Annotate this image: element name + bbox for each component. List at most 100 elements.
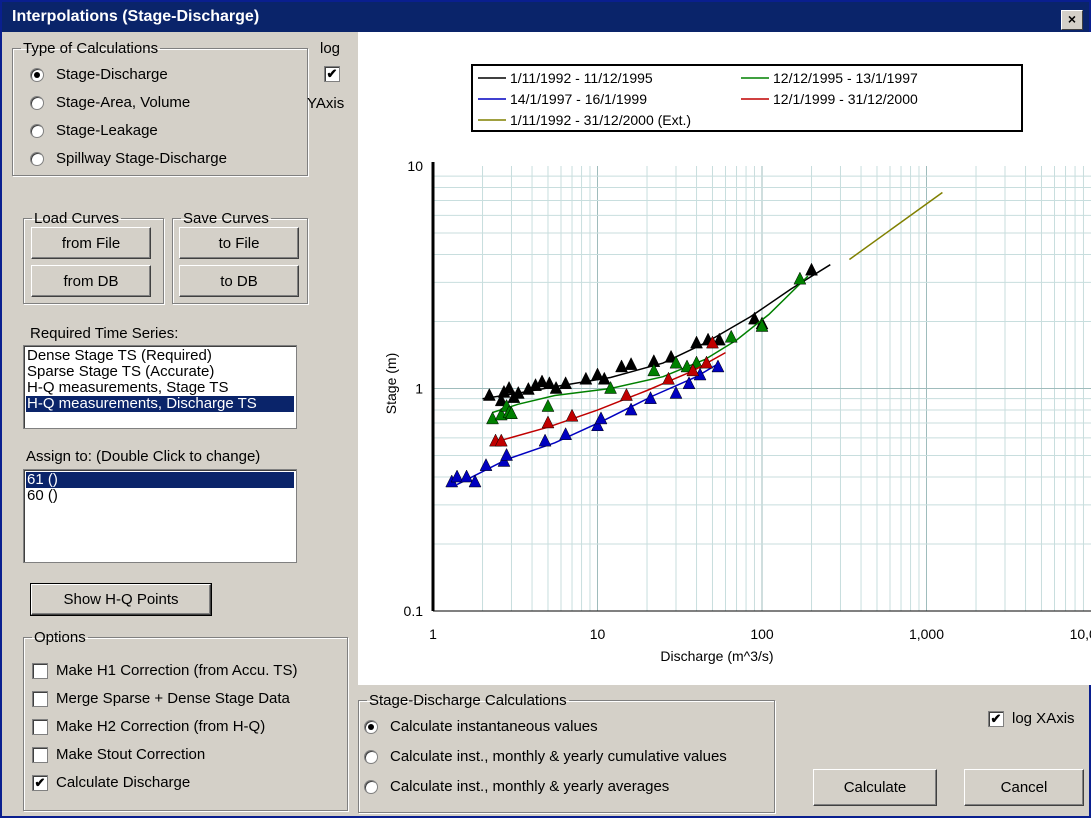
option-checkbox[interactable] <box>32 662 48 679</box>
save-curves-legend: Save Curves <box>183 210 269 227</box>
data-point <box>565 408 579 422</box>
option-checkbox[interactable] <box>32 718 48 735</box>
data-point <box>460 469 473 483</box>
data-point <box>620 387 633 401</box>
log-x-checkbox[interactable]: ✔ <box>988 710 1004 727</box>
sd-calcs-option[interactable]: Calculate instantaneous values <box>364 718 598 735</box>
calc-type-option[interactable]: Stage-Discharge <box>30 66 168 83</box>
radio-button[interactable] <box>30 151 44 166</box>
data-point <box>535 374 549 388</box>
option-row[interactable]: Merge Sparse + Dense Stage Data <box>32 690 290 707</box>
data-point <box>500 447 513 461</box>
data-point <box>686 363 700 377</box>
data-point <box>505 406 518 420</box>
calc-type-option[interactable]: Spillway Stage-Discharge <box>30 150 227 167</box>
radio-button[interactable] <box>30 123 44 138</box>
required-ts-list[interactable]: Dense Stage TS (Required) Sparse Stage TS… <box>23 345 297 429</box>
option-row[interactable]: Make H1 Correction (from Accu. TS) <box>32 662 297 679</box>
option-checkbox[interactable]: ✔ <box>32 774 48 791</box>
calc-type-option[interactable]: Stage-Area, Volume <box>30 94 190 111</box>
close-button[interactable]: × <box>1061 10 1083 30</box>
option-checkbox[interactable] <box>32 746 48 763</box>
data-point <box>482 387 496 401</box>
save-curves-group: Save Curves <box>172 210 308 304</box>
data-point <box>615 359 628 373</box>
options-legend: Options <box>34 629 86 646</box>
log-x-label: log XAxis <box>1012 710 1075 727</box>
data-point <box>541 415 555 429</box>
calc-type-legend: Type of Calculations <box>23 40 159 57</box>
data-point <box>805 262 818 276</box>
option-label: Make H1 Correction (from Accu. TS) <box>56 662 298 679</box>
y-tick-label: 1 <box>415 381 423 397</box>
save-to-file-button[interactable]: to File <box>179 227 299 259</box>
show-hq-points-button[interactable]: Show H-Q Points <box>30 583 212 616</box>
series-line <box>492 275 809 414</box>
x-tick-label: 1,000 <box>909 626 944 642</box>
radio-label: Stage-Leakage <box>56 122 158 139</box>
data-point <box>468 474 482 488</box>
calc-type-option[interactable]: Stage-Leakage <box>30 122 158 139</box>
calculate-button[interactable]: Calculate <box>813 769 937 806</box>
data-point <box>664 349 678 363</box>
radio-label: Calculate inst., monthly & yearly averag… <box>390 778 670 795</box>
list-item[interactable]: 60 () <box>27 487 58 504</box>
radio-button[interactable] <box>364 719 378 734</box>
list-item[interactable]: H-Q measurements, Stage TS <box>27 379 229 396</box>
sd-calcs-option[interactable]: Calculate inst., monthly & yearly averag… <box>364 778 669 795</box>
data-point <box>579 371 593 385</box>
cancel-button[interactable]: Cancel <box>964 769 1084 806</box>
data-point <box>594 411 608 425</box>
assign-label: Assign to: (Double Click to change) <box>26 448 261 465</box>
log-y-checkbox[interactable]: ✔ <box>324 66 340 82</box>
data-point <box>680 359 694 373</box>
options-group: Options <box>23 629 348 811</box>
load-from-file-button[interactable]: from File <box>31 227 151 259</box>
data-point <box>711 359 725 373</box>
sd-calcs-group: Stage-Discharge Calculations <box>358 692 775 813</box>
log-x-row[interactable]: ✔ log XAxis <box>988 710 1075 727</box>
list-item[interactable]: Sparse Stage TS (Accurate) <box>27 363 215 380</box>
data-point <box>624 357 638 370</box>
data-point <box>541 398 555 412</box>
list-item[interactable]: 61 () <box>26 472 294 488</box>
option-row[interactable]: ✔ Calculate Discharge <box>32 774 190 791</box>
option-row[interactable]: Make Stout Correction <box>32 746 205 763</box>
data-point <box>700 355 713 369</box>
data-point <box>669 385 683 399</box>
option-checkbox[interactable] <box>32 690 48 707</box>
log-y-label: log <box>320 40 341 57</box>
x-tick-label: 1 <box>429 626 437 642</box>
data-point <box>644 391 657 404</box>
list-item[interactable]: H-Q measurements, Discharge TS <box>26 396 294 412</box>
data-point <box>486 411 499 425</box>
radio-button[interactable] <box>364 779 378 794</box>
save-to-db-button[interactable]: to DB <box>179 265 299 297</box>
data-point <box>706 335 719 349</box>
radio-button[interactable] <box>364 749 378 764</box>
load-from-db-button[interactable]: from DB <box>31 265 151 297</box>
data-point <box>597 371 611 385</box>
data-point <box>669 355 683 369</box>
data-point <box>542 376 556 390</box>
title-bar[interactable]: Interpolations (Stage-Discharge) × <box>2 2 1089 32</box>
option-row[interactable]: Make H2 Correction (from H-Q) <box>32 718 265 735</box>
radio-button[interactable] <box>30 67 44 82</box>
data-point <box>647 363 661 377</box>
sd-calcs-option[interactable]: Calculate inst., monthly & yearly cumula… <box>364 748 727 765</box>
y-axis-label: Stage (m) <box>383 353 399 414</box>
radio-label: Stage-Area, Volume <box>56 94 191 111</box>
radio-button[interactable] <box>30 95 44 110</box>
x-tick-label: 10 <box>590 626 606 642</box>
data-point <box>511 385 525 399</box>
x-tick-label: 100 <box>750 626 774 642</box>
load-curves-group: Load Curves <box>23 210 164 304</box>
assign-list[interactable]: 61 () 60 () <box>23 469 297 563</box>
legend-entry: 14/1/1997 - 16/1/1999 <box>510 91 647 107</box>
required-ts-label: Required Time Series: <box>30 325 179 342</box>
list-item[interactable]: Dense Stage TS (Required) <box>27 347 212 364</box>
legend-box <box>471 64 1023 132</box>
radio-label: Spillway Stage-Discharge <box>56 150 227 167</box>
option-label: Merge Sparse + Dense Stage Data <box>56 690 290 707</box>
